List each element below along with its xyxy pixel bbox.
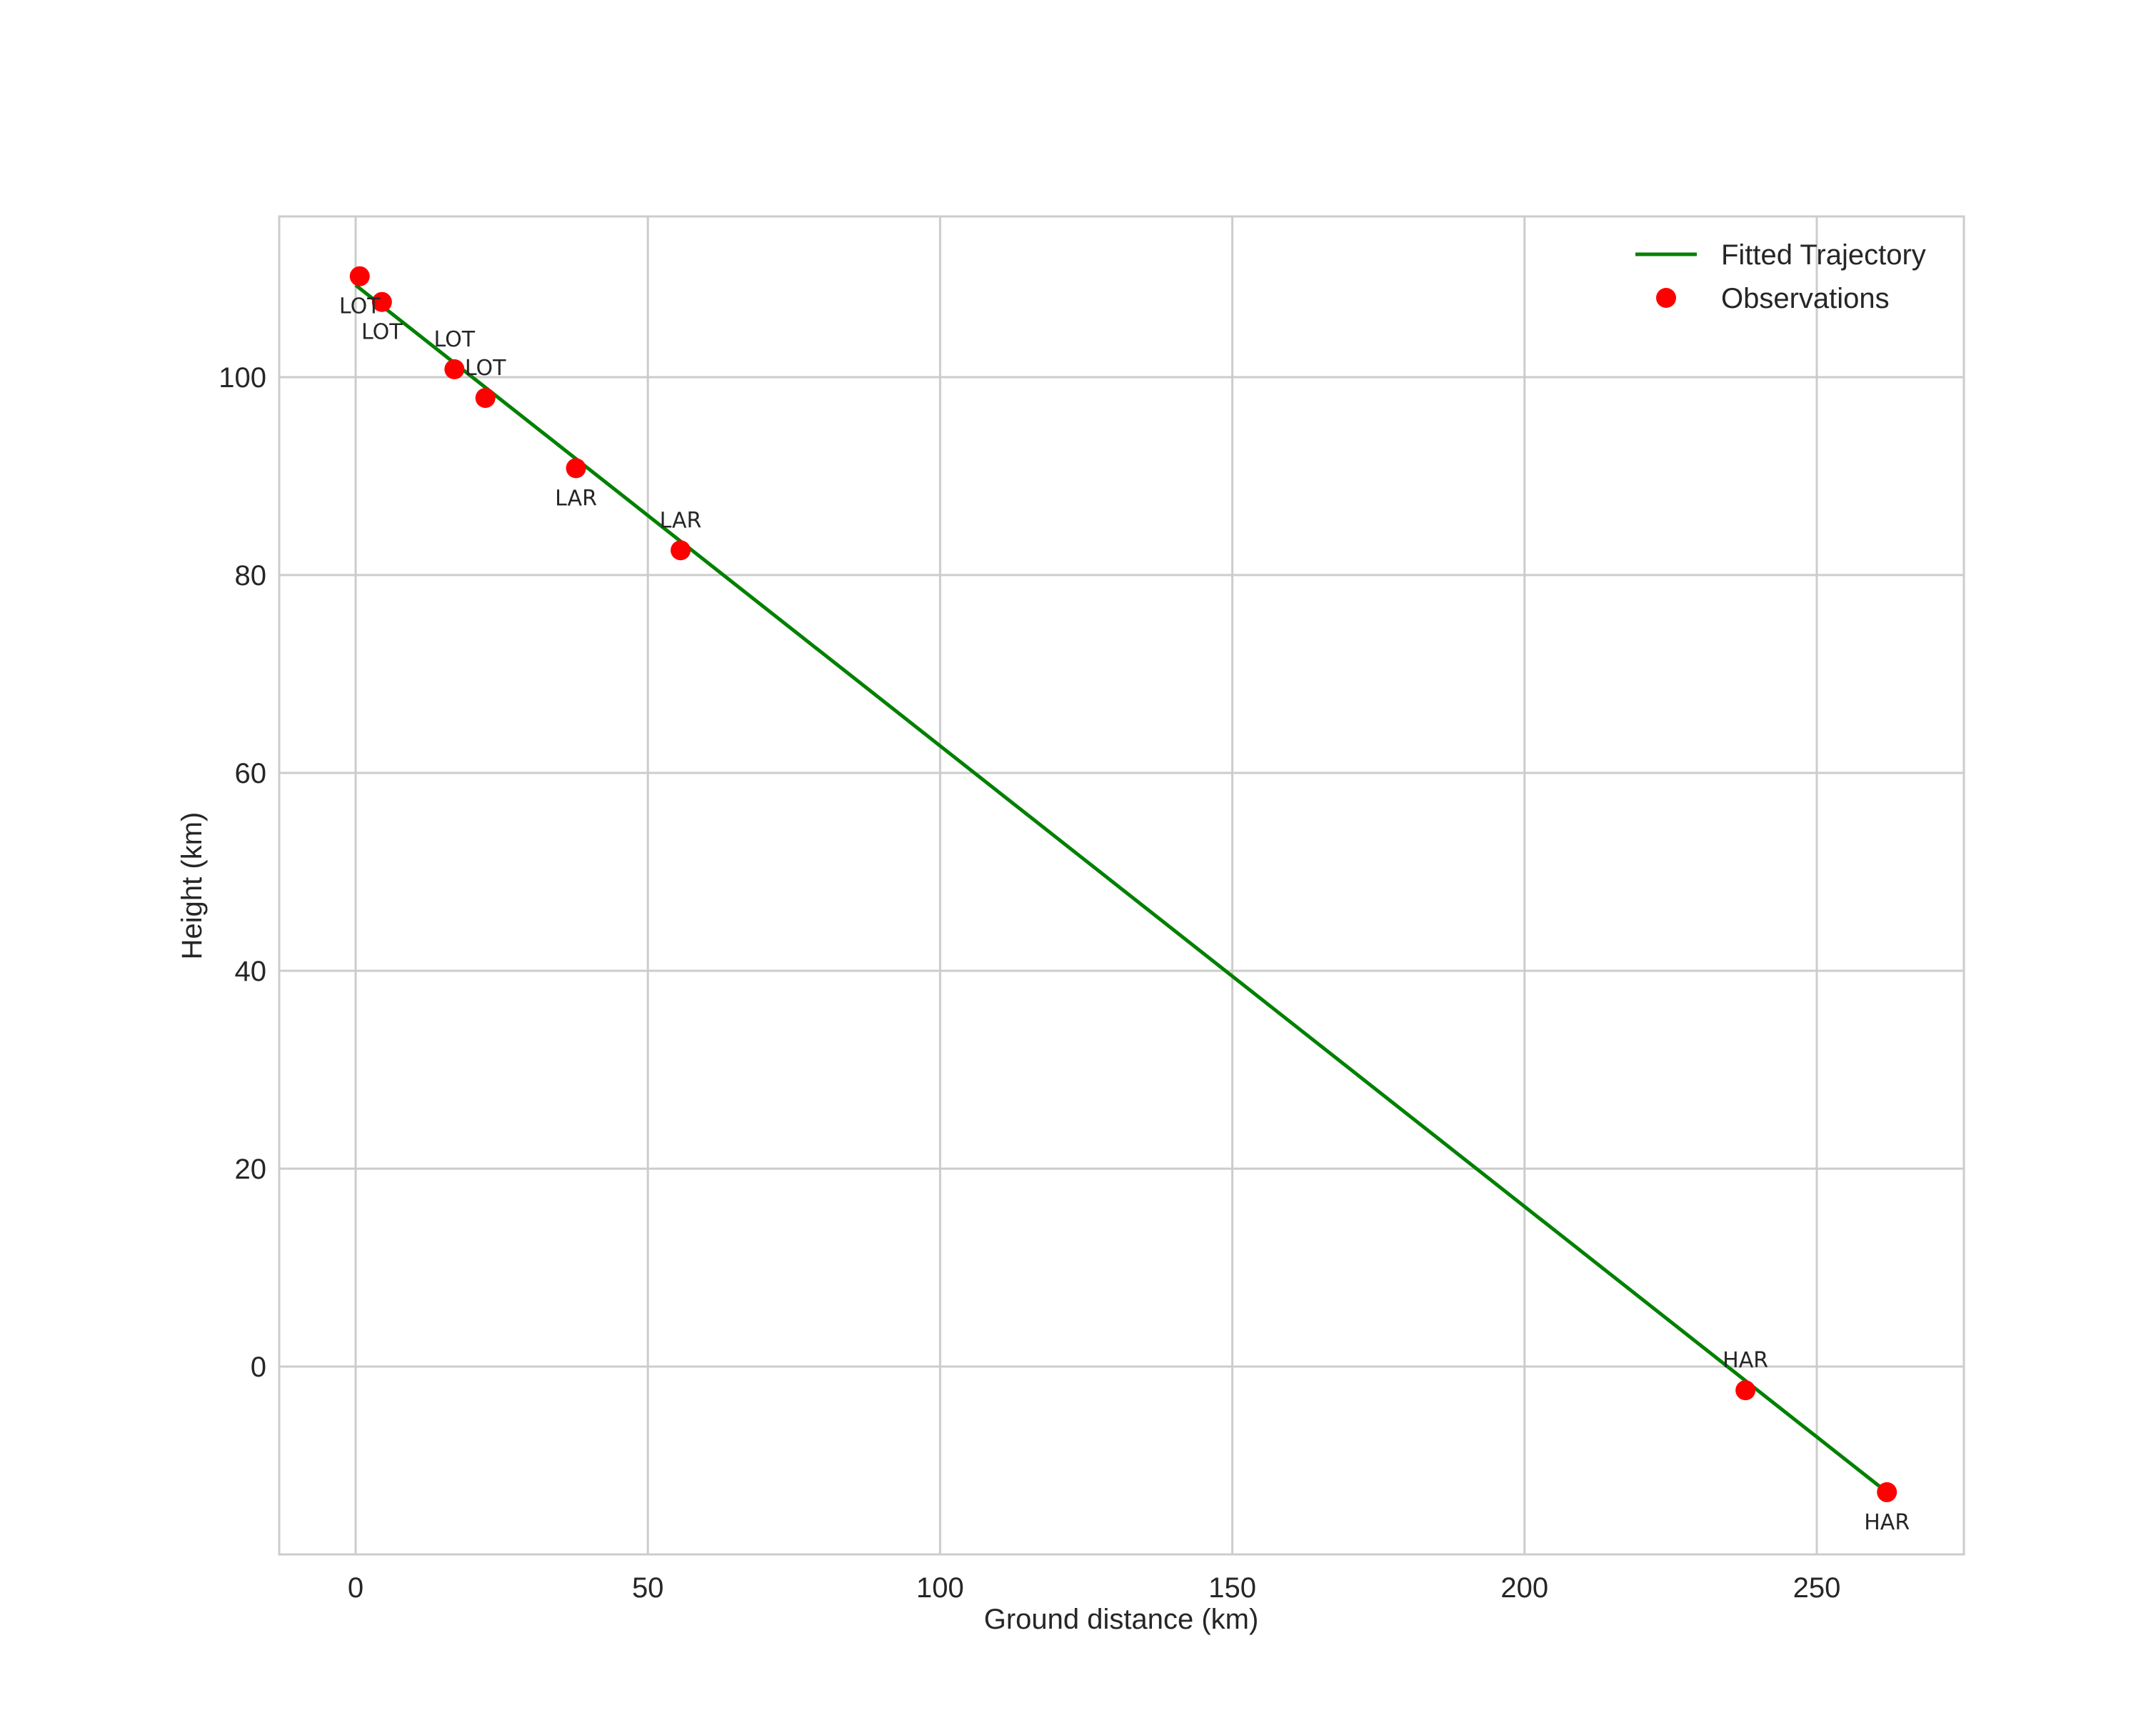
observation-point — [475, 388, 496, 409]
station-label: HAR — [1723, 1348, 1768, 1373]
legend-label-fitted-trajectory: Fitted Trajectory — [1721, 239, 1926, 271]
station-label: LOT — [339, 294, 381, 319]
y-tick-label: 20 — [235, 1154, 267, 1185]
station-label: HAR — [1864, 1510, 1910, 1535]
y-axis-label: Height (km) — [176, 812, 208, 960]
trajectory-path — [354, 284, 1888, 1494]
y-axis-ticks: 0 20 40 60 80 100 — [219, 362, 266, 1383]
x-tick-label: 200 — [1500, 1572, 1548, 1604]
y-tick-label: 40 — [235, 956, 267, 987]
x-tick-label: 100 — [916, 1572, 964, 1604]
observation-point — [1735, 1380, 1756, 1401]
station-label: LOT — [361, 320, 403, 345]
plot-frame — [278, 215, 1965, 1556]
legend-label-observations: Observations — [1721, 283, 1890, 314]
station-label: LAR — [555, 486, 597, 511]
station-label: LOT — [434, 327, 476, 352]
x-tick-label: 50 — [632, 1572, 664, 1604]
y-tick-label: 100 — [219, 362, 266, 394]
x-tick-label: 0 — [348, 1572, 363, 1604]
observation-point — [671, 540, 691, 561]
station-label: LOT — [465, 356, 506, 381]
observation-point — [371, 291, 392, 312]
legend: Fitted Trajectory Observations — [1635, 239, 1926, 314]
observation-point — [349, 266, 370, 286]
x-axis-ticks: 0 50 100 150 200 250 — [348, 1572, 1841, 1604]
y-tick-label: 60 — [235, 758, 267, 789]
fitted-trajectory-line — [354, 284, 1888, 1494]
station-label: LAR — [660, 508, 702, 533]
x-tick-label: 250 — [1793, 1572, 1841, 1604]
x-axis-label: Ground distance (km) — [984, 1604, 1259, 1635]
grid-lines — [279, 216, 1964, 1554]
y-tick-label: 80 — [235, 560, 267, 591]
y-tick-label: 0 — [251, 1352, 266, 1383]
legend-marker-swatch — [1656, 288, 1676, 308]
observation-point — [566, 458, 586, 479]
observation-point — [1877, 1482, 1897, 1502]
x-tick-label: 150 — [1208, 1572, 1256, 1604]
observation-markers — [349, 266, 1897, 1502]
observation-point — [444, 359, 465, 379]
